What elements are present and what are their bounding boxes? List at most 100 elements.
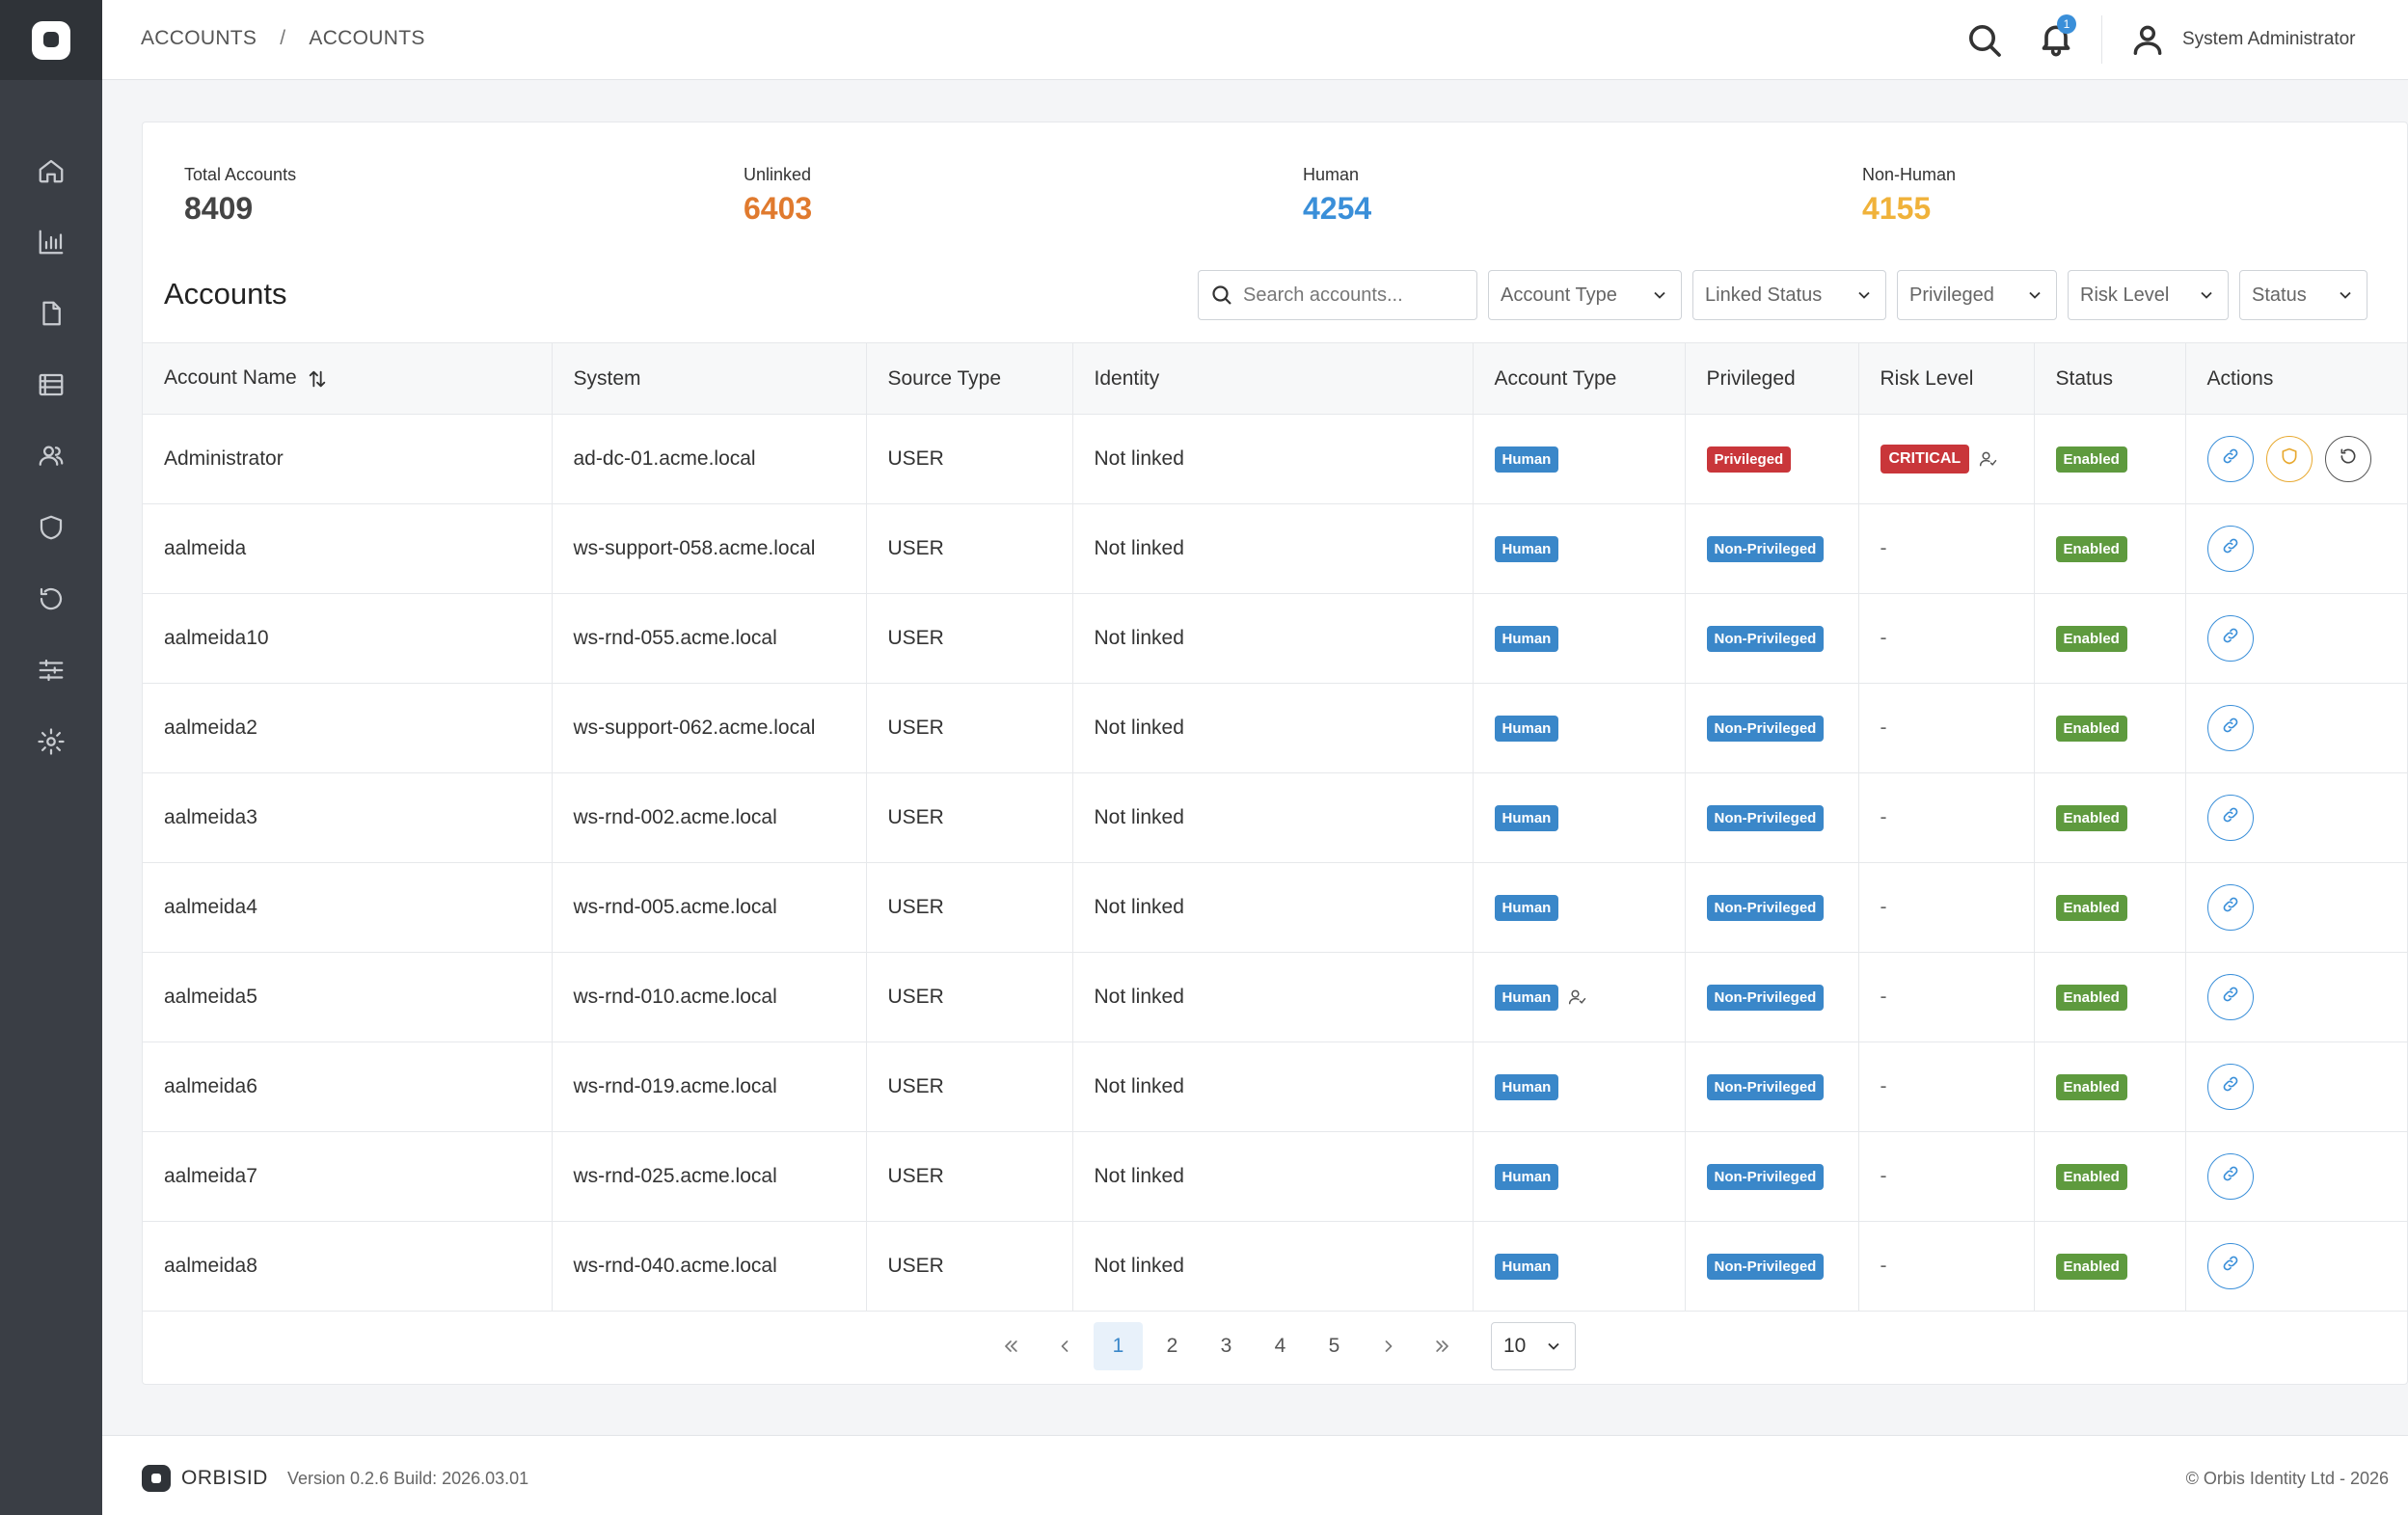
user-name[interactable]: System Administrator [2182, 29, 2356, 49]
history-icon [40, 587, 63, 610]
sidebar-item-settings[interactable] [0, 706, 102, 777]
shield-icon [2280, 446, 2299, 472]
status-badge: Enabled [2055, 1253, 2127, 1280]
cell-status: Enabled [2034, 1042, 2186, 1132]
cell-privileged: Non-Privileged [1685, 862, 1859, 953]
cell-account-name[interactable]: aalmeida10 [143, 593, 553, 684]
table-row[interactable]: aalmeida2 ws-support-062.acme.local USER… [143, 683, 2407, 773]
sidebar-item-reports[interactable] [0, 206, 102, 278]
filter-account-type[interactable]: Account Type [1488, 270, 1682, 320]
filter-risk-level[interactable]: Risk Level [2068, 270, 2229, 320]
accounts-card: Total Accounts 8409 Unlinked 6403 Human … [142, 122, 2408, 1385]
page-button-3[interactable]: 3 [1220, 1335, 1232, 1357]
column-header-account-name[interactable]: Account Name [143, 342, 553, 415]
cell-account-name[interactable]: aalmeida3 [143, 772, 553, 863]
users-icon [39, 446, 64, 466]
link-identity-button[interactable] [2206, 884, 2254, 931]
reset-button[interactable] [2324, 436, 2371, 482]
link-identity-button[interactable] [2206, 974, 2254, 1020]
cell-account-name[interactable]: aalmeida [143, 503, 553, 594]
list-icon [39, 373, 64, 396]
cell-privileged: Non-Privileged [1685, 593, 1859, 684]
table-row[interactable]: Administrator ad-dc-01.acme.local USER N… [143, 414, 2407, 504]
page-button-1[interactable]: 1 [1094, 1322, 1143, 1370]
cell-account-name[interactable]: Administrator [143, 414, 553, 504]
cell-account-name[interactable]: aalmeida7 [143, 1131, 553, 1222]
user-icon[interactable] [2129, 21, 2166, 58]
table-row[interactable]: aalmeida4 ws-rnd-005.acme.local USER Not… [143, 862, 2407, 953]
cell-status: Enabled [2034, 1221, 2186, 1312]
table-row[interactable]: aalmeida7 ws-rnd-025.acme.local USER Not… [143, 1131, 2408, 1222]
last-page-button[interactable] [1418, 1322, 1467, 1370]
cell-status: Enabled [2034, 503, 2186, 594]
link-identity-button[interactable] [2206, 1064, 2254, 1110]
table-row[interactable]: aalmeida8 ws-rnd-040.acme.local USER Not… [143, 1221, 2407, 1312]
column-header-system: System [552, 342, 867, 415]
row-actions [2206, 1153, 2408, 1200]
filter-linked-status[interactable]: Linked Status [1692, 270, 1886, 320]
page-button-2[interactable]: 2 [1166, 1335, 1178, 1357]
sidebar-item-home[interactable] [0, 135, 102, 206]
link-identity-button[interactable] [2206, 526, 2254, 572]
filter-label: Status [2252, 284, 2307, 306]
search-field[interactable] [1198, 270, 1477, 320]
stat-unlinked: Unlinked 6403 [744, 165, 812, 227]
table-row[interactable]: aalmeida5 ws-rnd-010.acme.local USER Not… [143, 952, 2407, 1042]
cell-account-name[interactable]: aalmeida5 [143, 952, 553, 1042]
filter-label: Privileged [1909, 284, 1994, 306]
prev-page-button[interactable] [1040, 1322, 1089, 1370]
chevrons-left-icon [1004, 1340, 1017, 1352]
link-icon [2221, 805, 2240, 830]
app-logo[interactable] [0, 0, 102, 80]
status-badge: Enabled [2055, 894, 2127, 921]
next-page-button[interactable] [1364, 1322, 1413, 1370]
chevron-down-icon [2029, 291, 2041, 299]
filter-label: Account Type [1501, 284, 1617, 306]
sidebar-item-identities[interactable] [0, 420, 102, 492]
search-input[interactable] [1243, 284, 1465, 307]
filter-status[interactable]: Status [2239, 270, 2367, 320]
cell-risk-level: - [1858, 1221, 2035, 1312]
search-icon[interactable] [1965, 21, 2004, 60]
sliders-icon [39, 659, 64, 682]
filter-privileged[interactable]: Privileged [1897, 270, 2057, 320]
table-row[interactable]: aalmeida10 ws-rnd-055.acme.local USER No… [143, 593, 2407, 684]
link-icon [2221, 626, 2240, 651]
cell-account-name[interactable]: aalmeida6 [143, 1042, 553, 1132]
page-button-5[interactable]: 5 [1328, 1335, 1340, 1357]
cell-risk-level: - [1858, 862, 2035, 953]
privilege-button[interactable] [2265, 436, 2313, 482]
cell-account-name[interactable]: aalmeida2 [143, 683, 553, 773]
cell-account-name[interactable]: aalmeida8 [143, 1221, 553, 1312]
home-icon [39, 159, 64, 183]
first-page-button[interactable] [986, 1322, 1035, 1370]
cell-system: ws-support-062.acme.local [552, 683, 867, 773]
table-row[interactable]: aalmeida ws-support-058.acme.local USER … [143, 503, 2407, 594]
table-row[interactable]: aalmeida6 ws-rnd-019.acme.local USER Not… [143, 1042, 2407, 1132]
gear-icon [38, 728, 65, 755]
cell-risk-level: - [1858, 503, 2035, 594]
link-identity-button[interactable] [2206, 705, 2254, 751]
privileged-badge: Non-Privileged [1706, 535, 1825, 562]
sidebar-item-security[interactable] [0, 492, 102, 563]
cell-status: Enabled [2034, 952, 2186, 1042]
column-header-risk-level: Risk Level [1858, 342, 2035, 415]
cell-actions [2185, 684, 2407, 773]
stat-human: Human 4254 [1303, 165, 1371, 227]
sort-icon[interactable] [307, 367, 328, 391]
table-row[interactable]: aalmeida3 ws-rnd-002.acme.local USER Not… [143, 772, 2407, 863]
link-identity-button[interactable] [2206, 1243, 2254, 1289]
link-identity-button[interactable] [2206, 795, 2254, 841]
sidebar-item-filters[interactable] [0, 635, 102, 706]
sidebar-item-history[interactable] [0, 563, 102, 635]
breadcrumb-item[interactable]: ACCOUNTS [141, 27, 257, 49]
link-icon [2221, 1164, 2240, 1189]
link-identity-button[interactable] [2206, 1153, 2254, 1200]
page-button-4[interactable]: 4 [1274, 1335, 1286, 1357]
cell-account-name[interactable]: aalmeida4 [143, 862, 553, 953]
link-identity-button[interactable] [2206, 615, 2254, 662]
sidebar-item-documents[interactable] [0, 278, 102, 349]
sidebar-item-accounts[interactable] [0, 349, 102, 420]
link-identity-button[interactable] [2206, 436, 2254, 482]
page-size-select[interactable]: 10 [1491, 1322, 1576, 1370]
